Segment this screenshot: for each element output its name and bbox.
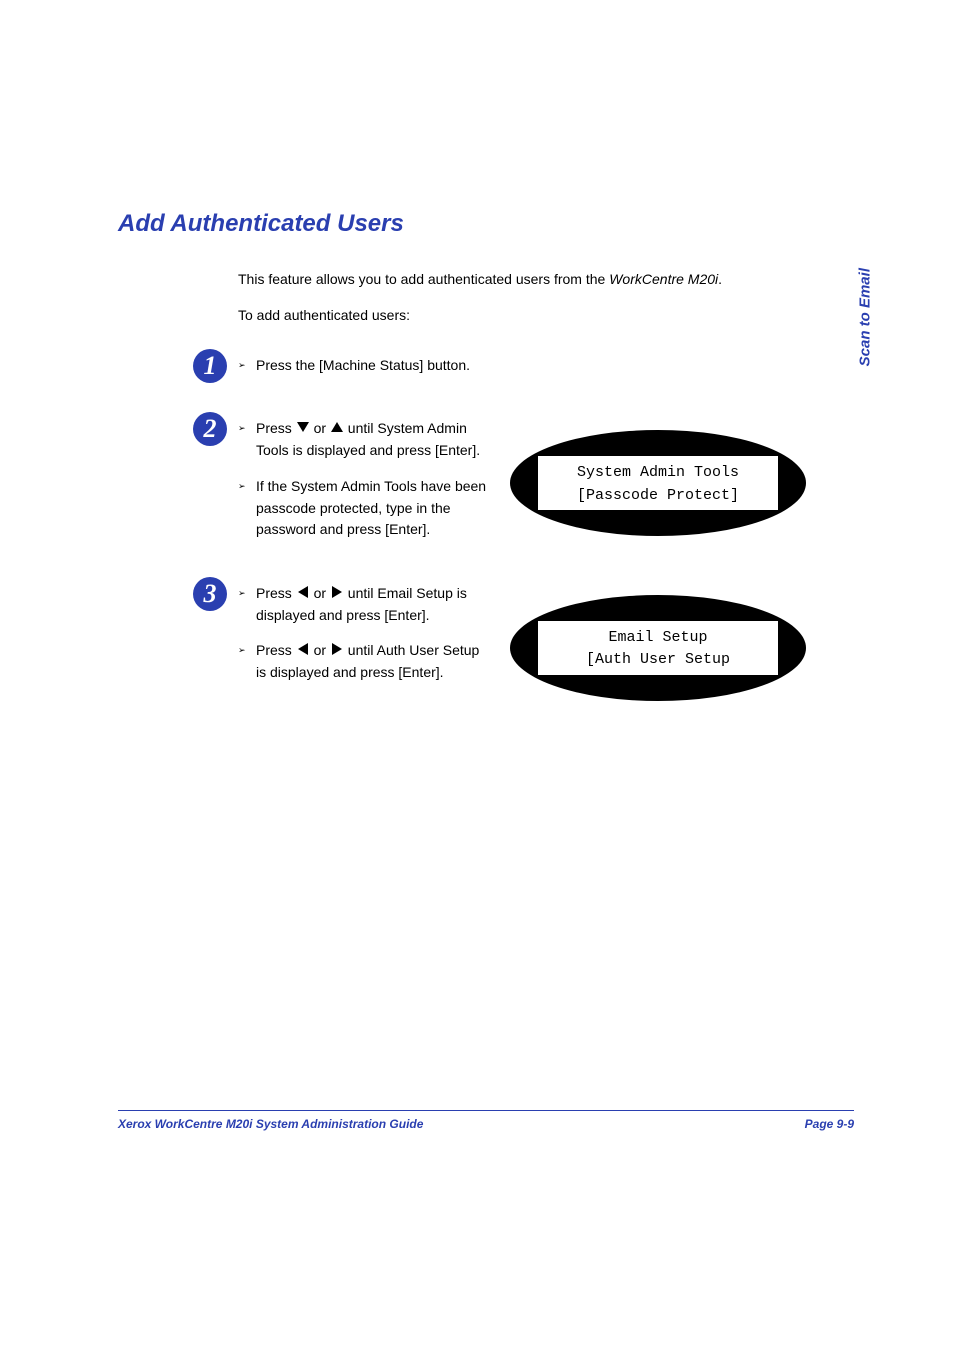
arrow-down-icon — [296, 420, 310, 434]
step-bullets: ➢Press or until Email Setup is displayed… — [238, 583, 488, 698]
bullet-item: ➢Press or until Auth User Setup is displ… — [238, 640, 488, 683]
page: Scan to Email Add Authenticated Users Th… — [0, 0, 954, 1351]
bullet-text: or — [310, 420, 330, 436]
step-bullets: ➢Press or until System Admin Tools is di… — [238, 418, 488, 554]
bullet-text: Press the [Machine Status] button. — [256, 357, 470, 373]
footer-page-number: Page 9-9 — [805, 1117, 854, 1131]
step-body: ➢ Press the [Machine Status] button. — [238, 355, 854, 391]
bullet-item: ➢Press or until System Admin Tools is di… — [238, 418, 488, 461]
page-footer: Xerox WorkCentre M20i System Administrat… — [118, 1110, 854, 1131]
intro-text-suffix: . — [718, 271, 722, 287]
step: 3➢Press or until Email Setup is displaye… — [238, 583, 854, 703]
step-body: ➢Press or until System Admin Tools is di… — [238, 418, 854, 554]
lcd-display-text: Email Setup [Auth User Setup — [508, 627, 808, 672]
arrow-right-icon — [330, 642, 344, 656]
bullet-text: Press — [256, 642, 296, 658]
intro-paragraph-1: This feature allows you to add authentic… — [238, 268, 758, 290]
intro-paragraph-2: To add authenticated users: — [238, 304, 758, 326]
footer-doc-title: Xerox WorkCentre M20i System Administrat… — [118, 1117, 423, 1131]
bullet-item: ➢ Press the [Machine Status] button. — [238, 355, 738, 377]
arrow-right-icon — [330, 585, 344, 599]
step-body: ➢Press or until Email Setup is displayed… — [238, 583, 854, 703]
bullet-marker-icon: ➢ — [238, 422, 246, 436]
bullet-text: Press — [256, 420, 296, 436]
bullet-text: or — [310, 642, 330, 658]
bullet-marker-icon: ➢ — [238, 644, 246, 658]
arrow-up-icon — [330, 420, 344, 434]
step-bullets: ➢ Press the [Machine Status] button. — [238, 355, 738, 391]
product-name: WorkCentre M20i — [609, 271, 718, 287]
arrow-left-icon — [296, 585, 310, 599]
bullet-marker-icon: ➢ — [238, 480, 246, 494]
bullet-marker-icon: ➢ — [238, 359, 246, 373]
step-number-badge: 1 — [193, 349, 227, 383]
bullet-item: ➢ If the System Admin Tools have been pas… — [238, 476, 488, 541]
section-tab-label: Scan to Email — [856, 268, 873, 366]
lcd-display: System Admin Tools [Passcode Protect] — [508, 428, 808, 538]
bullet-marker-icon: ➢ — [238, 587, 246, 601]
step: 2➢Press or until System Admin Tools is d… — [238, 418, 854, 554]
step: 1➢Press the [Machine Status] button. — [238, 355, 854, 391]
lcd-display-text: System Admin Tools [Passcode Protect] — [508, 462, 808, 507]
intro-text: This feature allows you to add authentic… — [238, 271, 609, 287]
step-number-badge: 2 — [193, 412, 227, 446]
footer-rule — [118, 1110, 854, 1111]
bullet-text: Press — [256, 585, 296, 601]
page-heading: Add Authenticated Users — [118, 210, 854, 238]
bullet-item: ➢Press or until Email Setup is displayed… — [238, 583, 488, 626]
arrow-left-icon — [296, 642, 310, 656]
step-number-badge: 3 — [193, 577, 227, 611]
bullet-text: If the System Admin Tools have been pass… — [256, 478, 486, 537]
lcd-display: Email Setup [Auth User Setup — [508, 593, 808, 703]
bullet-text: or — [310, 585, 330, 601]
